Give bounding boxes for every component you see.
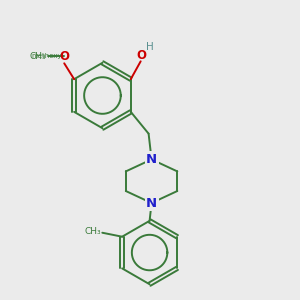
Text: N: N [146, 153, 157, 166]
Text: H: H [146, 43, 154, 52]
Text: CH₃: CH₃ [29, 52, 46, 61]
Text: O: O [59, 50, 69, 63]
Text: N: N [146, 196, 157, 209]
Text: CH₃: CH₃ [84, 227, 101, 236]
Text: methoxy: methoxy [31, 53, 62, 59]
Text: O: O [137, 49, 147, 62]
